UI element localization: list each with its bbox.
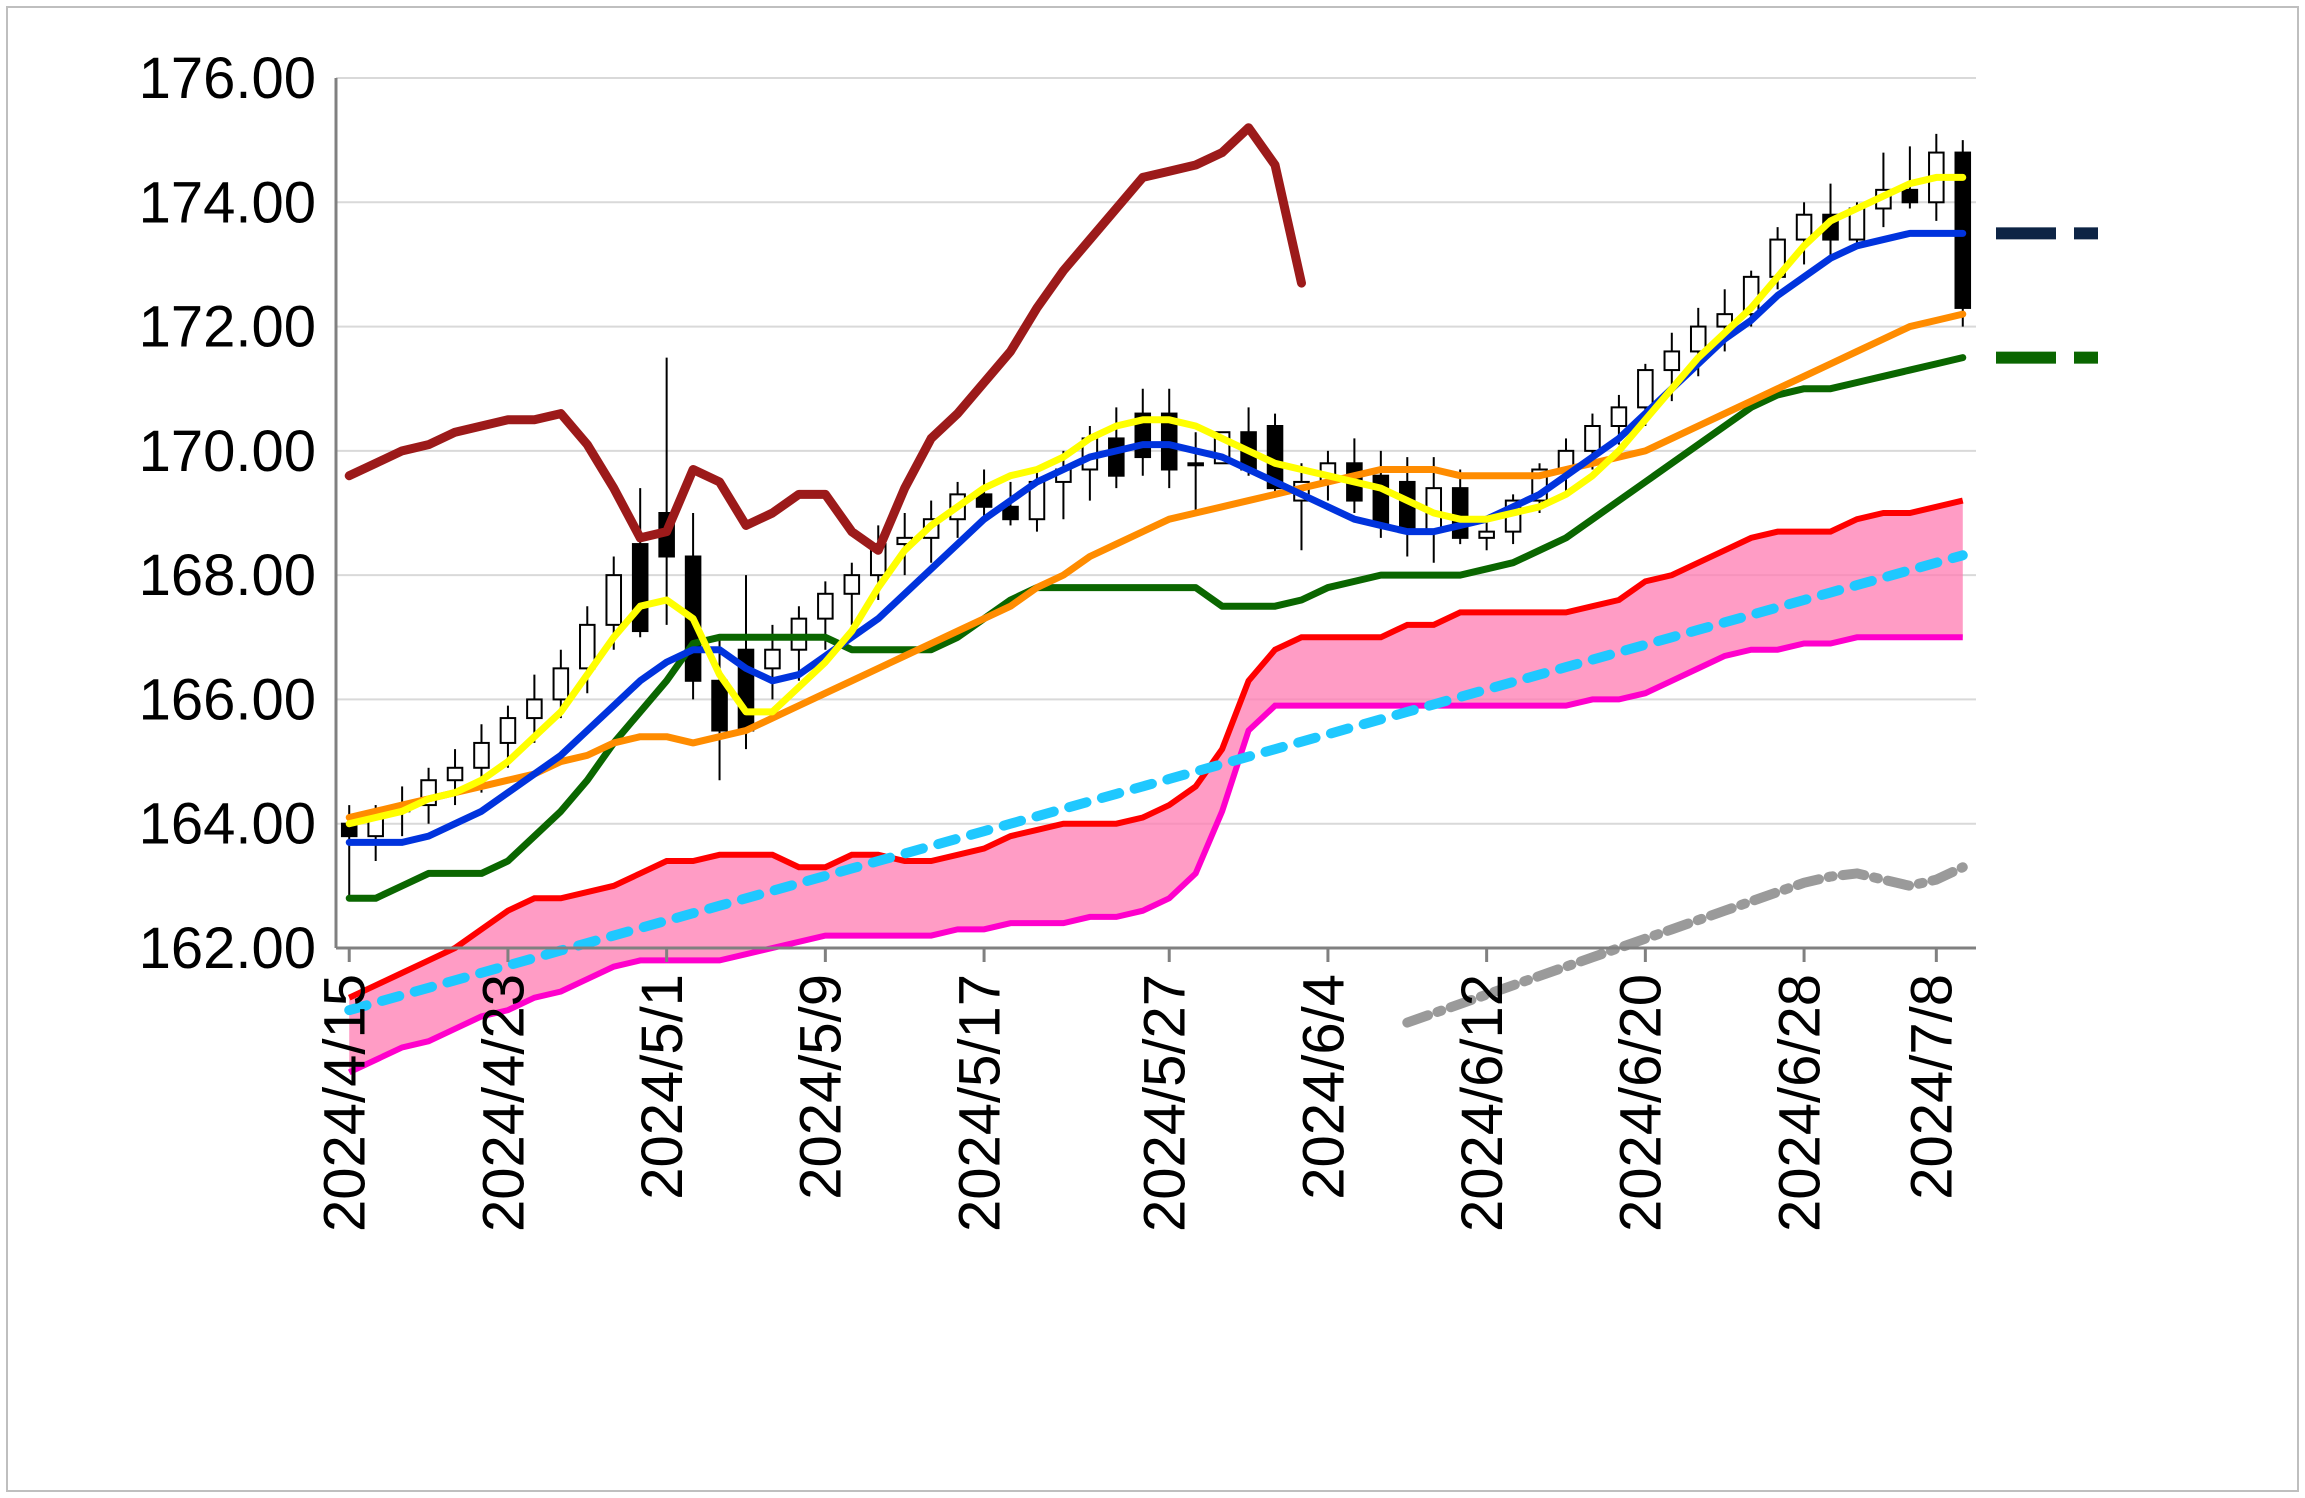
candle-body	[1109, 438, 1124, 475]
x-tick-label-group: 2024/7/8	[1900, 974, 1965, 1200]
x-tick-label: 2024/5/9	[789, 974, 854, 1200]
candle-body	[1612, 407, 1627, 426]
candle-body	[633, 544, 648, 631]
candle-body	[606, 575, 621, 625]
candle-body	[1665, 351, 1680, 370]
candle-body	[1797, 215, 1812, 240]
y-tick-label: 176.00	[139, 46, 316, 111]
x-tick-label-group: 2024/5/9	[789, 974, 854, 1200]
candle-body	[1638, 370, 1653, 407]
candle-body	[501, 718, 516, 743]
candle-body	[1479, 532, 1494, 538]
right-marker	[1996, 227, 2056, 239]
candle-body	[554, 668, 569, 699]
x-tick-label-group: 2024/4/15	[313, 974, 378, 1232]
candle-body	[1453, 488, 1468, 538]
y-tick-label: 168.00	[139, 543, 316, 608]
candle-body	[845, 575, 860, 594]
chikou-line	[349, 128, 1301, 551]
right-marker	[1996, 352, 2056, 364]
right-marker	[2074, 352, 2098, 364]
right-marker	[2074, 227, 2098, 239]
x-tick-label-group: 2024/6/12	[1450, 974, 1515, 1232]
x-tick-label-group: 2024/5/17	[947, 974, 1012, 1232]
candle-body	[1903, 190, 1918, 202]
y-tick-label: 170.00	[139, 419, 316, 484]
x-tick-label: 2024/6/12	[1450, 974, 1515, 1232]
candle-body	[527, 699, 542, 718]
x-tick-label: 2024/5/27	[1133, 974, 1198, 1232]
x-tick-label: 2024/4/15	[313, 974, 378, 1232]
x-tick-label-group: 2024/4/23	[471, 974, 536, 1232]
x-tick-label: 2024/5/17	[947, 974, 1012, 1232]
y-tick-label: 174.00	[139, 170, 316, 235]
candle-body	[818, 594, 833, 619]
y-tick-label: 166.00	[139, 667, 316, 732]
x-tick-label: 2024/4/23	[471, 974, 536, 1232]
candlestick-chart: 162.00 164.00 166.00 168.00 170.00 172.00 174.…	[8, 8, 2301, 1494]
x-tick-label: 2024/5/1	[630, 974, 695, 1200]
candle-body	[977, 494, 992, 506]
candle-body	[1003, 507, 1018, 519]
candle-body	[1585, 426, 1600, 451]
x-tick-label: 2024/6/4	[1291, 974, 1356, 1200]
y-tick-label: 164.00	[139, 792, 316, 857]
y-tick-label: 162.00	[139, 916, 316, 981]
x-tick-label-group: 2024/5/27	[1133, 974, 1198, 1232]
x-tick-label: 2024/7/8	[1900, 974, 1965, 1200]
candle-body	[448, 768, 463, 780]
x-tick-label-group: 2024/6/20	[1609, 974, 1674, 1232]
candle-body	[765, 650, 780, 669]
x-tick-label: 2024/6/20	[1609, 974, 1674, 1232]
candle-body	[712, 681, 727, 731]
candle-body	[1374, 476, 1389, 526]
x-tick-label-group: 2024/6/28	[1767, 974, 1832, 1232]
candle-body	[474, 743, 489, 768]
y-tick-label: 172.00	[139, 295, 316, 360]
x-tick-label: 2024/6/28	[1767, 974, 1832, 1232]
trend-line	[349, 555, 1963, 1010]
candle-body	[1188, 463, 1203, 465]
x-tick-label-group: 2024/6/4	[1291, 974, 1356, 1200]
chart-frame: 162.00 164.00 166.00 168.00 170.00 172.00 174.…	[6, 6, 2299, 1492]
x-tick-label-group: 2024/5/1	[630, 974, 695, 1200]
candle-body	[1691, 327, 1706, 352]
